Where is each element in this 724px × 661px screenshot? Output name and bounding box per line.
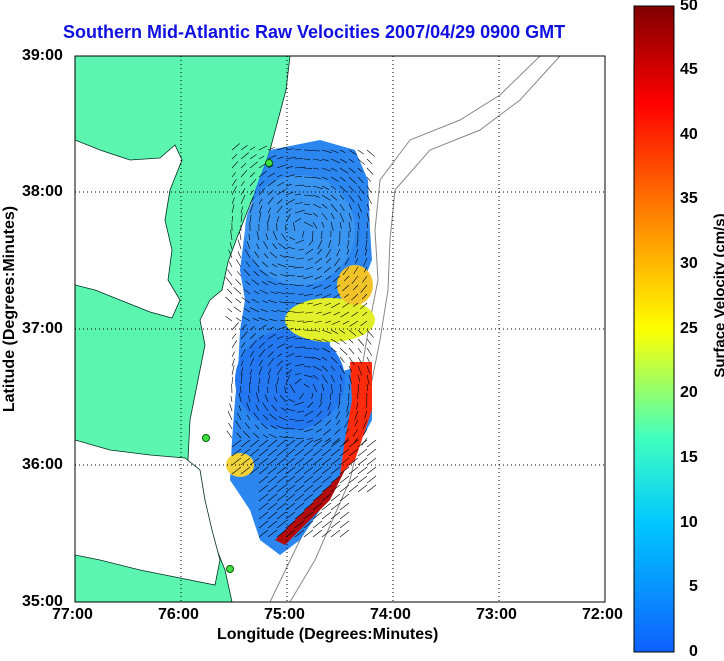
station-marker bbox=[203, 435, 210, 442]
colorbar-tick: 25 bbox=[680, 320, 698, 338]
y-tick-label: 36:00 bbox=[22, 456, 63, 474]
station-marker bbox=[266, 160, 273, 167]
x-tick-label: 72:00 bbox=[582, 606, 623, 624]
x-tick-label: 77:00 bbox=[52, 606, 93, 624]
x-axis-label: Longitude (Degrees:Minutes) bbox=[217, 626, 438, 644]
colorbar bbox=[634, 6, 674, 652]
colorbar-tick: 35 bbox=[680, 190, 698, 208]
station-marker bbox=[227, 566, 234, 573]
x-tick-label: 75:00 bbox=[264, 606, 305, 624]
y-tick-label: 38:00 bbox=[22, 183, 63, 201]
colorbar-tick: 45 bbox=[680, 61, 698, 79]
y-tick-label: 37:00 bbox=[22, 320, 63, 338]
colorbar-tick: 40 bbox=[680, 126, 698, 144]
y-axis-label: Latitude (Degrees:Minutes) bbox=[1, 194, 19, 424]
colorbar-tick: 15 bbox=[680, 449, 698, 467]
colorbar-label: Surface Velocity (cm/s) bbox=[712, 176, 724, 416]
colorbar-tick: 50 bbox=[680, 0, 698, 15]
y-tick-label: 39:00 bbox=[22, 47, 63, 65]
colorbar-tick: 0 bbox=[689, 643, 698, 661]
colorbar-tick: 20 bbox=[680, 384, 698, 402]
x-tick-label: 74:00 bbox=[370, 606, 411, 624]
x-tick-label: 73:00 bbox=[476, 606, 517, 624]
colorbar-tick: 5 bbox=[689, 578, 698, 596]
colorbar-tick: 30 bbox=[680, 255, 698, 273]
x-tick-label: 76:00 bbox=[158, 606, 199, 624]
colorbar-tick: 10 bbox=[680, 514, 698, 532]
